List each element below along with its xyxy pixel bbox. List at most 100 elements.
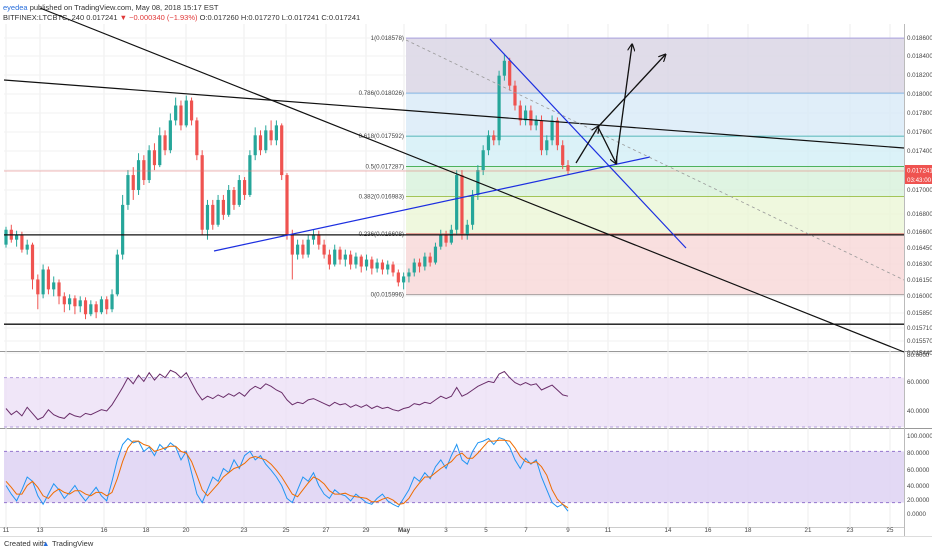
price-tick-label: 0.016150 xyxy=(907,277,932,284)
price-tick-label: 0.016300 xyxy=(907,261,932,268)
footer-brand[interactable]: TradingView xyxy=(52,539,94,548)
candle xyxy=(508,57,512,91)
price-tick-label: 0.017400 xyxy=(907,148,932,155)
author-link[interactable]: eyedea xyxy=(3,3,28,12)
candle-body xyxy=(4,229,8,245)
candle xyxy=(349,250,353,270)
candle-body xyxy=(179,105,183,126)
candle xyxy=(539,115,544,156)
candle-body xyxy=(136,160,141,190)
candle-body xyxy=(216,199,220,225)
candle xyxy=(566,160,570,176)
candle xyxy=(311,229,316,245)
rsi-tick-label: 40.0000 xyxy=(907,408,930,415)
candle xyxy=(57,279,61,305)
candle-body xyxy=(338,249,342,260)
candle xyxy=(407,268,411,283)
candle xyxy=(232,187,236,210)
candle-body xyxy=(301,244,305,255)
candle xyxy=(317,230,321,250)
candle-body xyxy=(375,262,379,269)
fib-level-label: 0(0.015996) xyxy=(371,292,404,299)
candle xyxy=(216,194,220,227)
candle xyxy=(46,266,51,295)
stoch-k-line xyxy=(5,437,569,512)
candle-body xyxy=(227,189,231,215)
candle xyxy=(534,115,538,131)
candle-body xyxy=(386,264,390,270)
candle xyxy=(110,289,114,313)
candle xyxy=(62,292,66,313)
candle xyxy=(126,170,130,210)
candle-body xyxy=(163,135,167,151)
candle xyxy=(333,244,337,267)
candle xyxy=(481,145,485,176)
fib-level-label: 0.618(0.017592) xyxy=(359,133,404,140)
projection-arrow xyxy=(575,127,598,164)
candle xyxy=(41,264,45,299)
chart-header: eyedea published on TradingView.com, May… xyxy=(0,0,932,24)
x-tick-label: 25 xyxy=(887,527,894,534)
candle-body xyxy=(550,120,554,141)
x-tick-label: 29 xyxy=(363,527,370,534)
candle-body xyxy=(253,135,257,156)
candle-body xyxy=(274,125,278,141)
candle-body xyxy=(396,272,400,283)
candle-body xyxy=(110,294,114,310)
candle-body xyxy=(126,175,130,205)
countdown-tag-label: 03:43:00 xyxy=(907,177,932,184)
footer-created: Created with xyxy=(4,539,47,548)
candle-body xyxy=(57,282,61,297)
candle-body xyxy=(513,85,517,106)
price-tick-label: 0.017800 xyxy=(907,110,932,117)
candle xyxy=(274,120,278,146)
candle xyxy=(280,123,284,181)
candle xyxy=(412,258,416,277)
candle xyxy=(115,249,119,297)
candle-body xyxy=(280,125,284,176)
candle-body xyxy=(412,262,416,273)
candle xyxy=(555,117,559,151)
candle xyxy=(359,254,363,273)
candle-body xyxy=(168,120,172,151)
candle-body xyxy=(78,300,82,307)
candle-body xyxy=(470,194,475,225)
candle-body xyxy=(433,246,438,263)
candle-body xyxy=(221,199,225,215)
candle-body xyxy=(327,254,332,265)
price-tick-label: 0.017600 xyxy=(907,129,932,136)
candle xyxy=(221,194,225,220)
candle-body xyxy=(333,249,337,265)
candle-body xyxy=(131,175,135,190)
candle xyxy=(497,70,501,146)
publish-info: published on TradingView.com, May 08, 20… xyxy=(29,3,219,12)
candle xyxy=(73,295,77,315)
candle-body xyxy=(518,105,522,121)
candle xyxy=(470,189,475,230)
price-tick-label: 0.018000 xyxy=(907,91,932,98)
candle-body xyxy=(539,120,544,151)
candle xyxy=(142,155,146,186)
x-tick-label: 13 xyxy=(37,527,44,534)
candle-body xyxy=(529,110,533,126)
candle-body xyxy=(189,100,194,121)
chart-canvas[interactable]: 1(0.018578) 0.786(0.018026) 0.618(0.017592… xyxy=(0,0,932,536)
x-tick-label: May xyxy=(398,527,411,534)
candle-body xyxy=(152,150,157,166)
candle xyxy=(465,219,469,240)
symbol-label[interactable]: BITFINEX:LTCBTC, 240 xyxy=(3,13,85,22)
candle-body xyxy=(269,130,273,141)
projection-arrow xyxy=(615,45,632,164)
candle xyxy=(200,150,204,235)
candle xyxy=(99,296,104,315)
candle xyxy=(52,276,56,297)
candle xyxy=(402,272,406,290)
candle-body xyxy=(30,244,35,280)
candle xyxy=(253,127,257,161)
x-tick-label: 11 xyxy=(605,527,612,534)
candle-body xyxy=(25,244,29,250)
candle xyxy=(492,130,496,146)
candle-body xyxy=(391,264,395,273)
candle-body xyxy=(62,296,66,305)
candle-body xyxy=(555,120,559,146)
